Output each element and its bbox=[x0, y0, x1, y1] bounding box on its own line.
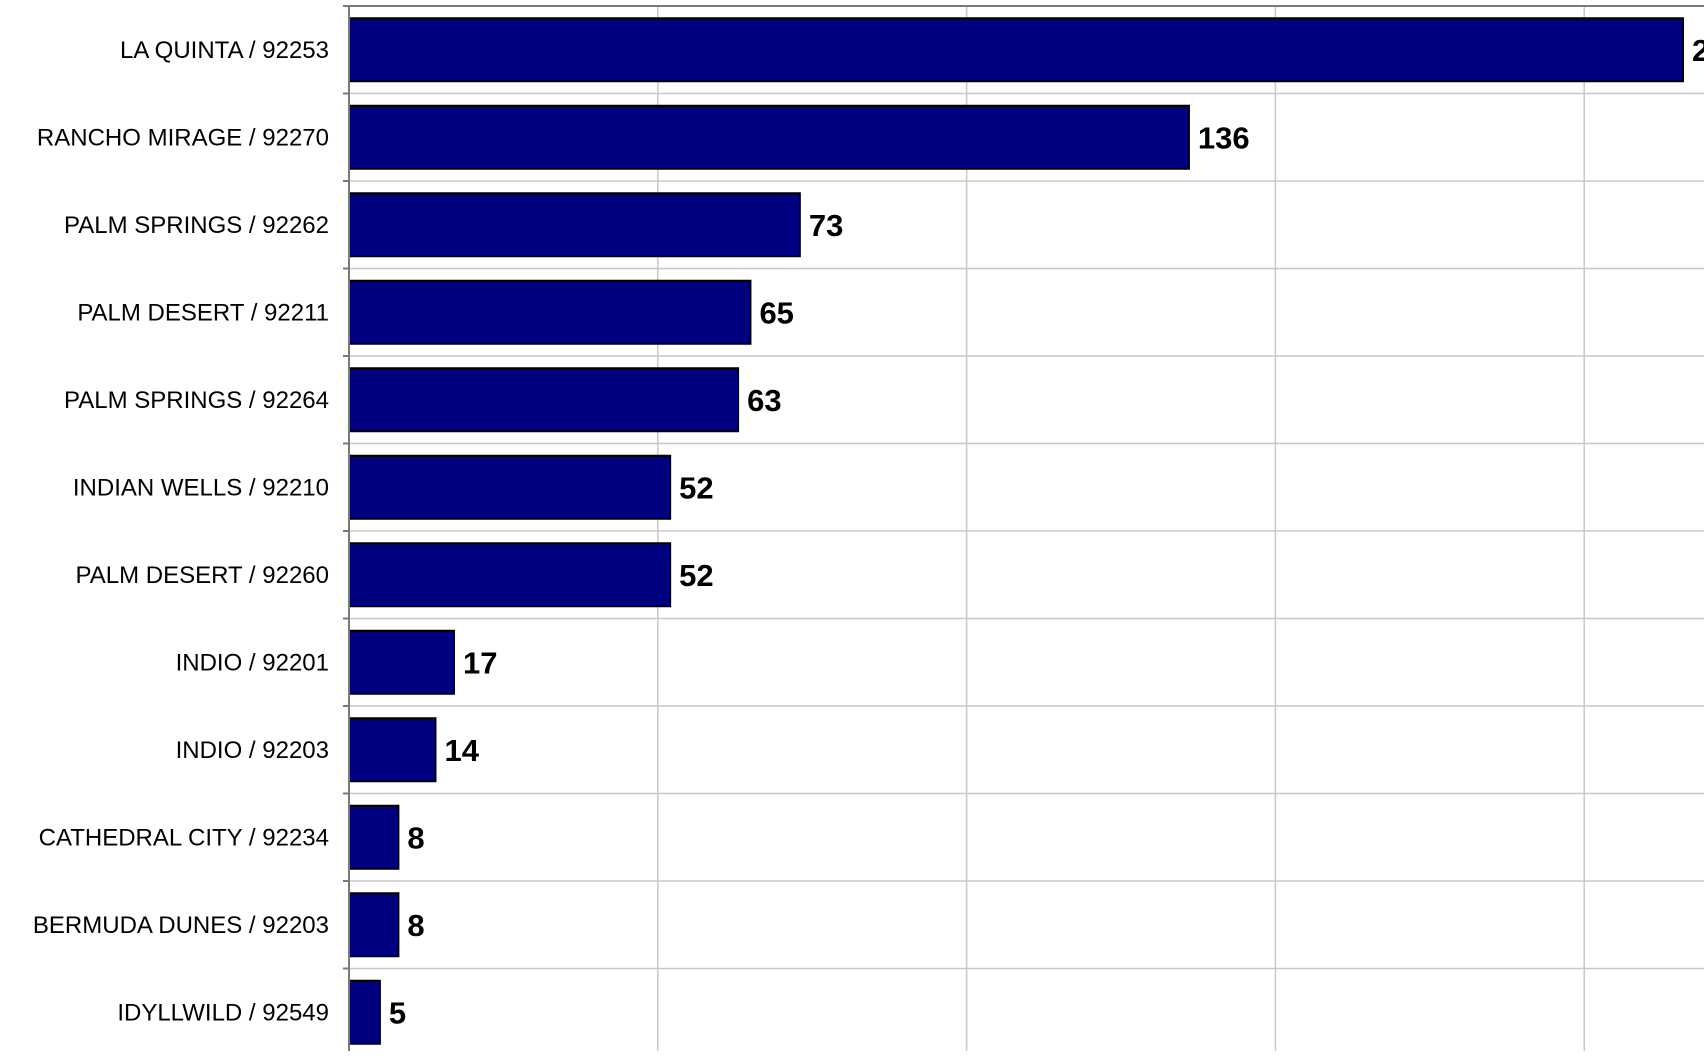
category-labels: LA QUINTA / 92253 RANCHO MIRAGE / 92270 PA… bbox=[33, 37, 329, 1027]
data-label: 14 bbox=[444, 733, 479, 768]
data-label: 52 bbox=[679, 470, 713, 505]
bar bbox=[348, 892, 400, 958]
category-label: RANCHO MIRAGE / 92270 bbox=[37, 124, 329, 151]
data-labels: 216 136 73 65 63 52 52 17 14 8 8 5 bbox=[389, 33, 1704, 1031]
bar bbox=[348, 542, 672, 608]
category-label: PALM DESERT / 92211 bbox=[77, 299, 329, 326]
category-label: IDYLLWILD / 92549 bbox=[117, 999, 329, 1026]
category-label: LA QUINTA / 92253 bbox=[120, 37, 329, 64]
data-label: 8 bbox=[407, 820, 424, 855]
bar bbox=[348, 629, 455, 695]
category-label: INDIO / 92203 bbox=[176, 737, 329, 764]
category-label: PALM SPRINGS / 92262 bbox=[64, 212, 329, 239]
data-label: 63 bbox=[747, 383, 781, 418]
y-axis bbox=[343, 5, 350, 1051]
data-label: 136 bbox=[1198, 120, 1250, 155]
data-label: 5 bbox=[389, 995, 406, 1030]
gridlines bbox=[349, 5, 1704, 1051]
category-label: INDIAN WELLS / 92210 bbox=[73, 474, 329, 501]
data-label: 17 bbox=[463, 645, 497, 680]
data-label: 216 bbox=[1692, 33, 1704, 68]
data-label: 65 bbox=[759, 295, 793, 330]
data-label: 73 bbox=[809, 208, 843, 243]
bars bbox=[348, 17, 1685, 1045]
category-label: PALM SPRINGS / 92264 bbox=[64, 387, 329, 414]
category-label: CATHEDRAL CITY / 92234 bbox=[39, 824, 329, 851]
category-label: INDIO / 92201 bbox=[176, 649, 329, 676]
bar bbox=[348, 367, 740, 433]
category-label: PALM DESERT / 92260 bbox=[76, 562, 329, 589]
data-label: 8 bbox=[407, 908, 424, 943]
bar bbox=[348, 104, 1190, 170]
bar bbox=[348, 454, 672, 520]
data-label: 52 bbox=[679, 558, 713, 593]
bar bbox=[348, 192, 801, 258]
category-label: BERMUDA DUNES / 92203 bbox=[33, 912, 329, 939]
bar bbox=[348, 979, 381, 1045]
bar bbox=[348, 279, 752, 345]
bar bbox=[348, 717, 437, 783]
bar bbox=[348, 17, 1685, 83]
bar bbox=[348, 804, 400, 870]
